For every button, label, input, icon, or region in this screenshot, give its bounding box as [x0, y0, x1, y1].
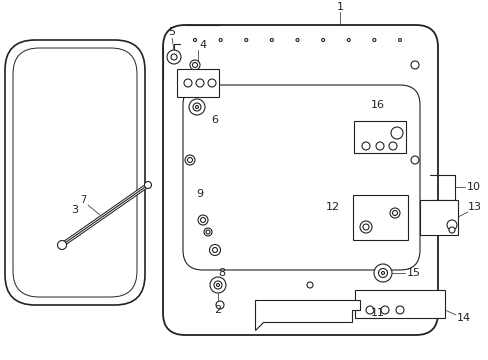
Circle shape — [214, 281, 222, 289]
Text: 7: 7 — [80, 195, 86, 205]
Circle shape — [390, 127, 402, 139]
Circle shape — [203, 228, 212, 236]
Text: 4: 4 — [199, 40, 206, 50]
FancyBboxPatch shape — [163, 25, 437, 335]
Text: 1: 1 — [336, 2, 343, 12]
FancyBboxPatch shape — [183, 85, 419, 270]
Bar — [354, 290, 444, 318]
Circle shape — [321, 39, 324, 41]
Circle shape — [389, 208, 399, 218]
Text: 11: 11 — [370, 308, 384, 318]
Circle shape — [372, 39, 375, 41]
Circle shape — [216, 301, 224, 309]
Circle shape — [184, 155, 195, 165]
Circle shape — [183, 79, 192, 87]
Circle shape — [398, 39, 401, 41]
Text: 3: 3 — [71, 205, 79, 215]
Circle shape — [380, 306, 388, 314]
Text: 14: 14 — [456, 313, 470, 323]
Circle shape — [207, 79, 216, 87]
Circle shape — [361, 142, 369, 150]
Circle shape — [209, 277, 225, 293]
Circle shape — [359, 221, 371, 233]
Text: 5: 5 — [168, 27, 175, 37]
Text: 13: 13 — [467, 202, 481, 212]
Circle shape — [306, 282, 312, 288]
Text: 8: 8 — [218, 268, 225, 278]
Circle shape — [244, 39, 247, 41]
Bar — [352, 195, 407, 240]
Circle shape — [196, 79, 203, 87]
Circle shape — [362, 224, 368, 230]
Circle shape — [193, 103, 201, 111]
Circle shape — [365, 306, 373, 314]
Text: 6: 6 — [211, 115, 218, 125]
Circle shape — [219, 39, 222, 41]
Polygon shape — [254, 300, 359, 330]
FancyBboxPatch shape — [5, 40, 145, 305]
Text: 16: 16 — [370, 100, 384, 110]
Bar — [353, 121, 405, 153]
Circle shape — [395, 301, 403, 309]
Circle shape — [378, 269, 386, 278]
Circle shape — [346, 39, 349, 41]
Text: 9: 9 — [196, 189, 203, 199]
Text: 2: 2 — [214, 305, 221, 315]
Circle shape — [410, 156, 418, 164]
Text: 12: 12 — [325, 202, 339, 212]
Circle shape — [216, 284, 219, 287]
Circle shape — [200, 217, 205, 222]
Circle shape — [167, 50, 181, 64]
Circle shape — [205, 230, 209, 234]
Circle shape — [198, 215, 207, 225]
Bar — [177, 69, 219, 97]
Circle shape — [410, 61, 418, 69]
Circle shape — [144, 181, 151, 189]
Circle shape — [295, 39, 298, 41]
Circle shape — [381, 271, 384, 275]
Circle shape — [448, 227, 454, 233]
Circle shape — [189, 99, 204, 115]
Circle shape — [373, 264, 391, 282]
Circle shape — [209, 244, 220, 256]
Circle shape — [395, 306, 403, 314]
Circle shape — [446, 220, 456, 230]
Text: 10: 10 — [466, 182, 480, 192]
Circle shape — [388, 142, 396, 150]
Circle shape — [192, 63, 197, 68]
Bar — [419, 200, 457, 235]
Circle shape — [58, 240, 66, 249]
Circle shape — [190, 60, 200, 70]
Circle shape — [270, 39, 273, 41]
Circle shape — [212, 248, 217, 252]
Circle shape — [392, 211, 397, 216]
Circle shape — [375, 142, 383, 150]
FancyBboxPatch shape — [13, 48, 137, 297]
Circle shape — [193, 39, 196, 41]
Circle shape — [171, 54, 177, 60]
Circle shape — [195, 105, 198, 108]
Circle shape — [187, 158, 192, 162]
Text: 15: 15 — [406, 268, 420, 278]
